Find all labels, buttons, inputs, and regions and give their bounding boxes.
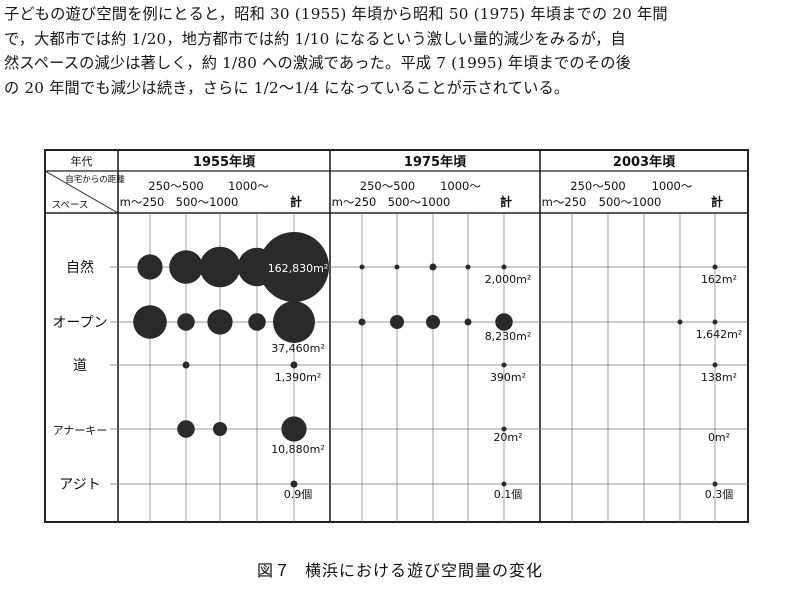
total-value-label: 162m² xyxy=(701,273,737,286)
space-bubble xyxy=(177,313,195,331)
total-value-label: 162,830m² xyxy=(268,262,329,275)
space-bubble xyxy=(281,416,307,442)
corner-diagonal xyxy=(44,170,119,214)
distance-label: 250〜500 xyxy=(360,179,415,193)
space-bubble xyxy=(169,250,203,284)
total-value-label: 20m² xyxy=(493,431,522,444)
space-bubble xyxy=(273,301,315,343)
space-bubble xyxy=(501,264,507,270)
space-bubble xyxy=(495,313,513,331)
total-value-label: 8,230m² xyxy=(485,330,532,343)
space-type-label: アジト xyxy=(59,477,100,493)
period-header: 1955年頃 xyxy=(193,154,256,170)
paragraph-line: の 20 年間でも減少は続き，さらに 1/2〜1/4 になっていることが示されて… xyxy=(4,78,570,97)
total-value-label: 0.9個 xyxy=(284,488,313,501)
period-header: 2003年頃 xyxy=(613,154,676,170)
distance-label: 1000〜 xyxy=(652,179,693,193)
space-bubble xyxy=(199,246,241,288)
space-bubble xyxy=(290,361,298,369)
space-bubble xyxy=(358,318,366,326)
period-header: 1975年頃 xyxy=(404,154,467,170)
paragraph-line: 子どもの遊び空間を例にとると，昭和 30 (1955) 年頃から昭和 50 (1… xyxy=(4,5,668,23)
total-column-label: 計 xyxy=(290,194,302,209)
corner-distance-label: 自宅からの距離 xyxy=(65,174,125,185)
total-value-label: 0.1個 xyxy=(494,488,523,501)
distance-label: 250〜500 xyxy=(148,179,203,193)
space-bubble xyxy=(429,263,437,271)
space-bubble xyxy=(464,318,472,326)
space-bubble xyxy=(426,315,440,329)
total-column-label: 計 xyxy=(500,194,512,209)
space-bubble xyxy=(137,254,163,280)
paragraph-line: で，大都市では約 1/20，地方都市では約 1/10 になるという激しい量的減少… xyxy=(4,29,626,48)
space-bubble xyxy=(712,481,718,487)
space-bubble xyxy=(394,264,400,270)
space-bubble xyxy=(259,232,329,302)
space-bubble xyxy=(712,362,718,368)
space-bubble xyxy=(712,319,718,325)
space-bubble xyxy=(465,264,471,270)
space-type-label: 自然 xyxy=(66,259,94,276)
distance-label: m〜250 xyxy=(120,195,165,209)
intro-paragraph: 子どもの遊び空間を例にとると，昭和 30 (1955) 年頃から昭和 50 (1… xyxy=(4,2,796,100)
space-bubble xyxy=(712,264,718,270)
space-type-label: アナーキー xyxy=(53,424,108,437)
space-bubble xyxy=(248,313,266,331)
total-value-label: 138m² xyxy=(701,371,737,384)
figure-title: 横浜における遊び空間量の変化 xyxy=(305,561,544,580)
distance-label: 1000〜 xyxy=(228,179,269,193)
space-bubble xyxy=(177,420,195,438)
total-column-label: 計 xyxy=(711,194,723,209)
total-value-label: 390m² xyxy=(490,371,526,384)
space-bubble xyxy=(182,361,190,369)
space-bubble xyxy=(390,315,404,329)
figure-number: 図７ xyxy=(256,561,291,580)
distance-label: 1000〜 xyxy=(440,179,481,193)
total-value-label: 1,390m² xyxy=(275,371,322,384)
space-type-label: 道 xyxy=(73,358,87,374)
space-bubble xyxy=(359,264,365,270)
corner-era-label: 年代 xyxy=(71,154,93,168)
space-bubble xyxy=(290,480,298,488)
space-bubble xyxy=(501,481,507,487)
total-value-label: 0.3個 xyxy=(705,488,734,501)
space-type-label: オープン xyxy=(52,315,107,331)
space-bubble xyxy=(207,309,233,335)
space-bubble xyxy=(501,426,507,432)
figure-caption: 図７ 横浜における遊び空間量の変化 xyxy=(0,557,800,581)
distance-label: m〜250 xyxy=(542,195,587,209)
total-value-label: 1,642m² xyxy=(696,328,743,341)
distance-label: 500〜1000 xyxy=(176,195,239,209)
distance-label: 250〜500 xyxy=(570,179,625,193)
space-bubble xyxy=(133,305,167,339)
space-bubble xyxy=(677,319,683,325)
distance-label: 500〜1000 xyxy=(599,195,662,209)
paragraph-line: 然スペースの減少は著しく，約 1/80 への激減であった。平成 7 (1995)… xyxy=(4,54,631,72)
corner-space-label: スペース xyxy=(52,200,89,211)
space-bubble xyxy=(501,362,507,368)
total-value-label: 37,460m² xyxy=(271,342,325,355)
space-bubble xyxy=(213,422,227,436)
distance-label: 500〜1000 xyxy=(388,195,451,209)
total-value-label: 10,880m² xyxy=(271,443,325,456)
distance-label: m〜250 xyxy=(332,195,377,209)
total-value-label: 2,000m² xyxy=(485,273,532,286)
total-value-label: 0m² xyxy=(708,431,730,444)
